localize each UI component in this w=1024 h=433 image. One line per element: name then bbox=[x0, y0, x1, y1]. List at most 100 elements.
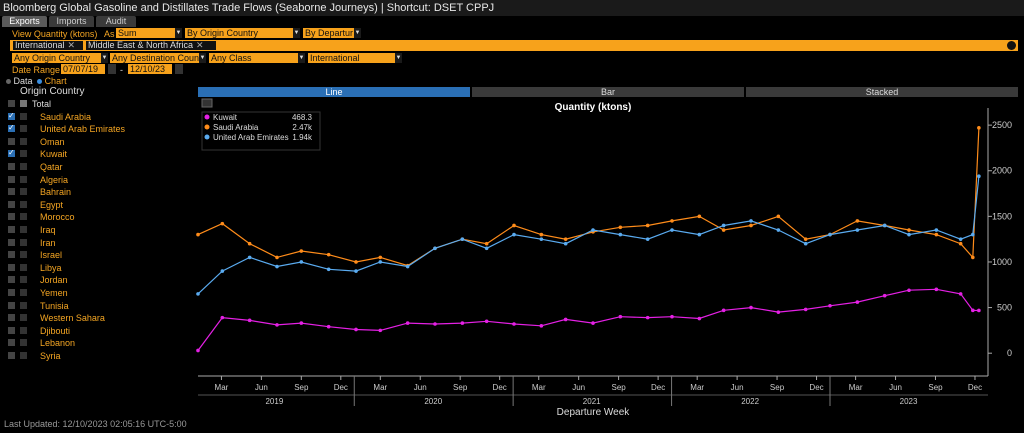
checkbox-unchecked[interactable] bbox=[8, 238, 15, 246]
x-year-label: 2021 bbox=[583, 397, 601, 406]
legend-marker bbox=[204, 114, 210, 120]
data-point bbox=[512, 223, 516, 228]
legend-marker bbox=[204, 134, 210, 140]
data-point bbox=[645, 223, 650, 228]
date-start-field[interactable]: 07/07/19 bbox=[61, 64, 105, 74]
destination-dropdown[interactable]: Any Destination Coun ▼ bbox=[110, 53, 206, 63]
calendar-icon[interactable] bbox=[175, 64, 183, 74]
departure-dropdown[interactable]: By Departur ▼ bbox=[303, 28, 361, 38]
collapse-icon[interactable] bbox=[20, 100, 27, 107]
checkbox-unchecked[interactable] bbox=[8, 200, 15, 208]
legend-value: 2.47k bbox=[292, 123, 313, 132]
mode-bar-button[interactable]: Bar bbox=[472, 87, 744, 97]
data-point bbox=[855, 228, 860, 232]
checkbox-checked[interactable] bbox=[8, 147, 15, 159]
data-point bbox=[697, 214, 702, 219]
data-point bbox=[433, 246, 437, 251]
x-year-label: 2019 bbox=[265, 397, 283, 406]
checkbox-checked[interactable] bbox=[8, 110, 15, 122]
data-point bbox=[971, 255, 975, 260]
data-point bbox=[460, 321, 465, 325]
checkbox-unchecked[interactable] bbox=[8, 326, 15, 334]
scope-dropdown[interactable]: International ▼ bbox=[308, 53, 402, 63]
x-tick-label: Mar bbox=[532, 383, 546, 392]
checkbox[interactable] bbox=[8, 100, 15, 107]
data-point bbox=[247, 241, 252, 246]
legend-value: 468.3 bbox=[292, 113, 313, 122]
checkbox-unchecked[interactable] bbox=[8, 213, 15, 221]
series-line-kuwait bbox=[197, 288, 979, 351]
date-end-field[interactable]: 12/10/23 bbox=[128, 64, 172, 74]
checkbox-unchecked[interactable] bbox=[8, 251, 15, 259]
clear-filters-icon[interactable] bbox=[1007, 41, 1016, 50]
data-point bbox=[803, 241, 808, 246]
x-tick-label: Mar bbox=[690, 383, 704, 392]
data-point bbox=[354, 269, 358, 273]
checkbox-unchecked[interactable] bbox=[8, 263, 15, 271]
data-point bbox=[882, 223, 887, 228]
country-name: Morocco bbox=[40, 212, 75, 223]
group-by-dropdown[interactable]: By Origin Country ▼ bbox=[185, 28, 300, 38]
checkbox-unchecked[interactable] bbox=[8, 137, 15, 145]
data-point bbox=[512, 232, 516, 237]
view-toggle[interactable]: Data Chart bbox=[6, 76, 67, 86]
filter-chip-bar[interactable]: International ✕ Middle East & North Afric… bbox=[10, 40, 1018, 51]
close-icon[interactable]: ✕ bbox=[196, 40, 204, 50]
checkbox-unchecked[interactable] bbox=[8, 352, 15, 359]
checkbox-unchecked[interactable] bbox=[8, 301, 15, 309]
tab-audit[interactable]: Audit bbox=[96, 16, 136, 27]
series-line-united-arab-emirates bbox=[197, 176, 980, 295]
checkbox-unchecked[interactable] bbox=[8, 276, 15, 284]
data-point bbox=[721, 228, 726, 232]
country-name: Kuwait bbox=[40, 149, 68, 160]
data-point bbox=[721, 223, 726, 228]
data-point bbox=[697, 232, 702, 237]
checkbox-unchecked[interactable] bbox=[8, 339, 15, 347]
origin-dropdown[interactable]: Any Origin Country ▼ bbox=[12, 53, 108, 63]
chevron-down-icon: ▼ bbox=[298, 53, 305, 63]
data-point bbox=[220, 315, 225, 320]
data-point bbox=[776, 228, 781, 232]
data-point bbox=[803, 307, 808, 312]
x-tick-label: Jun bbox=[889, 383, 902, 392]
mode-stacked-button[interactable]: Stacked bbox=[746, 87, 1018, 97]
close-icon[interactable]: ✕ bbox=[67, 40, 76, 50]
checkbox-unchecked[interactable] bbox=[8, 175, 15, 183]
country-name: Western Sahara bbox=[40, 313, 105, 324]
radio-data-icon[interactable] bbox=[6, 79, 11, 84]
radio-chart-icon[interactable] bbox=[37, 79, 43, 84]
calendar-icon[interactable] bbox=[108, 64, 116, 74]
data-point bbox=[776, 214, 781, 219]
data-point bbox=[275, 255, 279, 260]
mode-line-button[interactable]: Line bbox=[198, 87, 470, 97]
checkbox-checked[interactable] bbox=[8, 122, 15, 134]
data-point bbox=[326, 267, 331, 272]
checkbox-unchecked[interactable] bbox=[8, 163, 15, 170]
data-point bbox=[220, 221, 225, 226]
country-name: Bahrain bbox=[40, 187, 72, 198]
filter-chip-international[interactable]: International ✕ bbox=[13, 41, 83, 50]
data-point bbox=[220, 269, 225, 273]
country-name: Jordan bbox=[40, 275, 68, 286]
tab-exports[interactable]: Exports bbox=[2, 16, 47, 27]
tab-imports[interactable]: Imports bbox=[49, 16, 94, 27]
class-dropdown[interactable]: Any Class ▼ bbox=[209, 53, 305, 63]
country-name: Lebanon bbox=[40, 338, 76, 349]
data-point bbox=[828, 303, 832, 308]
checkbox-unchecked[interactable] bbox=[8, 314, 15, 322]
data-point bbox=[563, 237, 568, 241]
checkbox-unchecked[interactable] bbox=[8, 188, 15, 196]
x-tick-label: Sep bbox=[770, 383, 785, 392]
departure-value: By Departur bbox=[305, 28, 354, 38]
chart-menu-icon[interactable] bbox=[201, 98, 213, 108]
data-point bbox=[354, 260, 358, 264]
data-point bbox=[645, 237, 650, 241]
row-marker bbox=[20, 352, 27, 359]
aggregation-dropdown[interactable]: Sum ▼ bbox=[116, 28, 182, 38]
as-label: As bbox=[104, 29, 115, 39]
checkbox-unchecked[interactable] bbox=[8, 226, 15, 233]
checkbox-unchecked[interactable] bbox=[8, 289, 15, 296]
legend-name: Kuwait bbox=[213, 113, 238, 122]
filter-chip-mena[interactable]: Middle East & North Africa ✕ bbox=[86, 41, 216, 50]
y-tick-label: 1500 bbox=[992, 211, 1012, 221]
